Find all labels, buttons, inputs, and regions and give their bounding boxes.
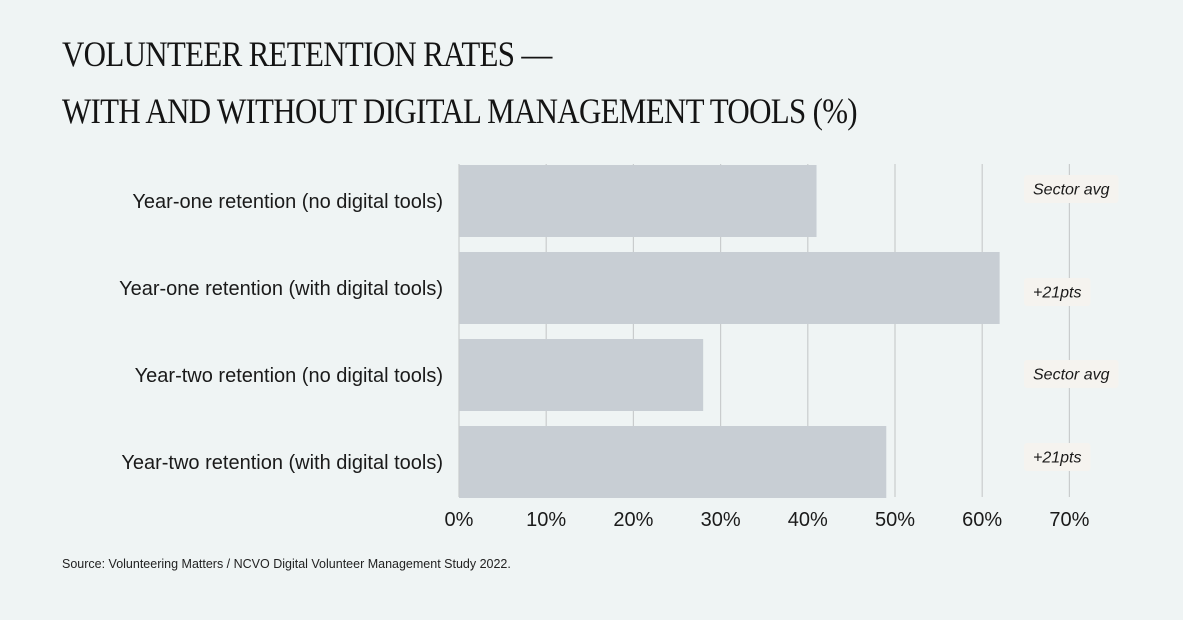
tick-label: 50% xyxy=(875,509,915,531)
tick-label: 0% xyxy=(445,509,474,531)
annotation-label: +21pts xyxy=(1033,450,1081,467)
category-label: Year-one retention (no digital tools) xyxy=(132,191,443,213)
category-label: Year-two retention (no digital tools) xyxy=(135,365,443,387)
bar xyxy=(459,252,1000,324)
annotation-box xyxy=(1024,443,1091,471)
annotations: Sector avg +21pts Sector avg +21pts xyxy=(1024,175,1119,471)
tick-label: 20% xyxy=(613,509,653,531)
category-label: Year-one retention (with digital tools) xyxy=(119,278,443,300)
annotation-box xyxy=(1024,278,1091,306)
bar xyxy=(459,165,817,237)
chart-title-line-1: VOLUNTEER RETENTION RATES — xyxy=(62,34,552,74)
bar xyxy=(459,339,704,411)
annotation-box xyxy=(1024,360,1119,388)
source-note: Source: Volunteering Matters / NCVO Digi… xyxy=(62,557,511,571)
tick-labels: 0% 10% 20% 30% 40% 50% 60% 70% xyxy=(445,509,1090,531)
tick-label: 30% xyxy=(701,509,741,531)
annotation: Sector avg xyxy=(1024,360,1119,388)
chart-title: VOLUNTEER RETENTION RATES — WITH AND WIT… xyxy=(62,26,858,140)
tick-label: 70% xyxy=(1049,509,1089,531)
annotation: Sector avg xyxy=(1024,175,1119,203)
annotation-box xyxy=(1024,175,1119,203)
bar xyxy=(459,426,887,498)
chart-title-line-2: WITH AND WITHOUT DIGITAL MANAGEMENT TOOL… xyxy=(62,91,858,131)
annotation-label: Sector avg xyxy=(1033,182,1110,199)
annotation-label: +21pts xyxy=(1033,285,1081,302)
tick-label: 40% xyxy=(788,509,828,531)
bars xyxy=(459,165,1000,498)
annotation: +21pts xyxy=(1024,443,1091,471)
annotation-label: Sector avg xyxy=(1033,367,1110,384)
tick-label: 60% xyxy=(962,509,1002,531)
annotation: +21pts xyxy=(1024,278,1091,306)
category-label: Year-two retention (with digital tools) xyxy=(121,452,443,474)
category-labels: Year-one retention (no digital tools) Yea… xyxy=(119,191,443,474)
tick-label: 10% xyxy=(526,509,566,531)
